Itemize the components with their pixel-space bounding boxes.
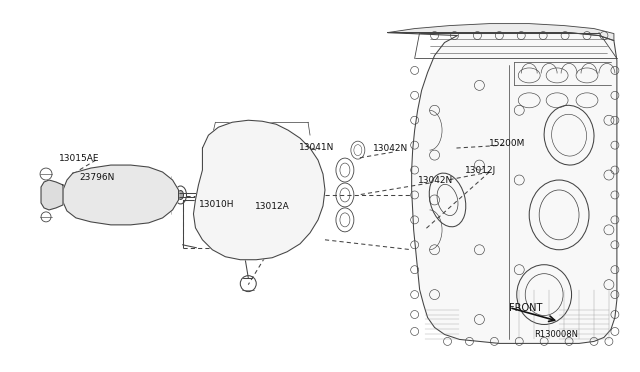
Text: 15200M: 15200M xyxy=(490,139,525,148)
Text: 13015AE: 13015AE xyxy=(59,154,99,163)
Text: 13010H: 13010H xyxy=(198,201,234,209)
Text: R130008N: R130008N xyxy=(534,330,578,339)
Polygon shape xyxy=(388,33,617,343)
Polygon shape xyxy=(63,165,179,225)
Polygon shape xyxy=(193,120,325,260)
Circle shape xyxy=(250,181,274,205)
Text: 23796N: 23796N xyxy=(79,173,115,182)
Text: 13012A: 13012A xyxy=(255,202,290,211)
Text: 13042N: 13042N xyxy=(373,144,408,153)
Text: 13041N: 13041N xyxy=(299,142,335,152)
Ellipse shape xyxy=(177,190,184,199)
Text: 13042N: 13042N xyxy=(418,176,453,185)
Polygon shape xyxy=(388,23,614,41)
Circle shape xyxy=(254,185,270,201)
Text: FRONT: FRONT xyxy=(509,302,543,312)
Polygon shape xyxy=(41,180,63,210)
Text: 13012J: 13012J xyxy=(465,166,496,174)
